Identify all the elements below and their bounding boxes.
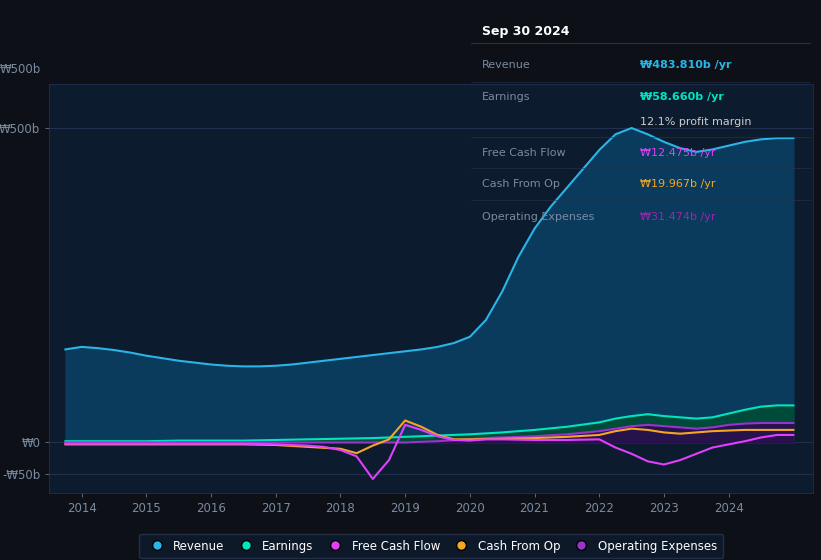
Text: ₩500b: ₩500b <box>0 63 41 76</box>
Text: 12.1% profit margin: 12.1% profit margin <box>640 118 752 128</box>
Text: ₩19.967b /yr: ₩19.967b /yr <box>640 179 716 189</box>
Text: Revenue: Revenue <box>481 60 530 70</box>
Legend: Revenue, Earnings, Free Cash Flow, Cash From Op, Operating Expenses: Revenue, Earnings, Free Cash Flow, Cash … <box>139 534 723 558</box>
Text: Earnings: Earnings <box>481 92 530 101</box>
Text: Sep 30 2024: Sep 30 2024 <box>481 25 569 38</box>
Text: Operating Expenses: Operating Expenses <box>481 212 594 222</box>
Text: Cash From Op: Cash From Op <box>481 179 559 189</box>
Text: ₩58.660b /yr: ₩58.660b /yr <box>640 92 724 101</box>
Text: ₩483.810b /yr: ₩483.810b /yr <box>640 60 732 70</box>
Text: ₩31.474b /yr: ₩31.474b /yr <box>640 212 716 222</box>
Text: Free Cash Flow: Free Cash Flow <box>481 148 565 158</box>
Text: ₩12.475b /yr: ₩12.475b /yr <box>640 148 716 158</box>
